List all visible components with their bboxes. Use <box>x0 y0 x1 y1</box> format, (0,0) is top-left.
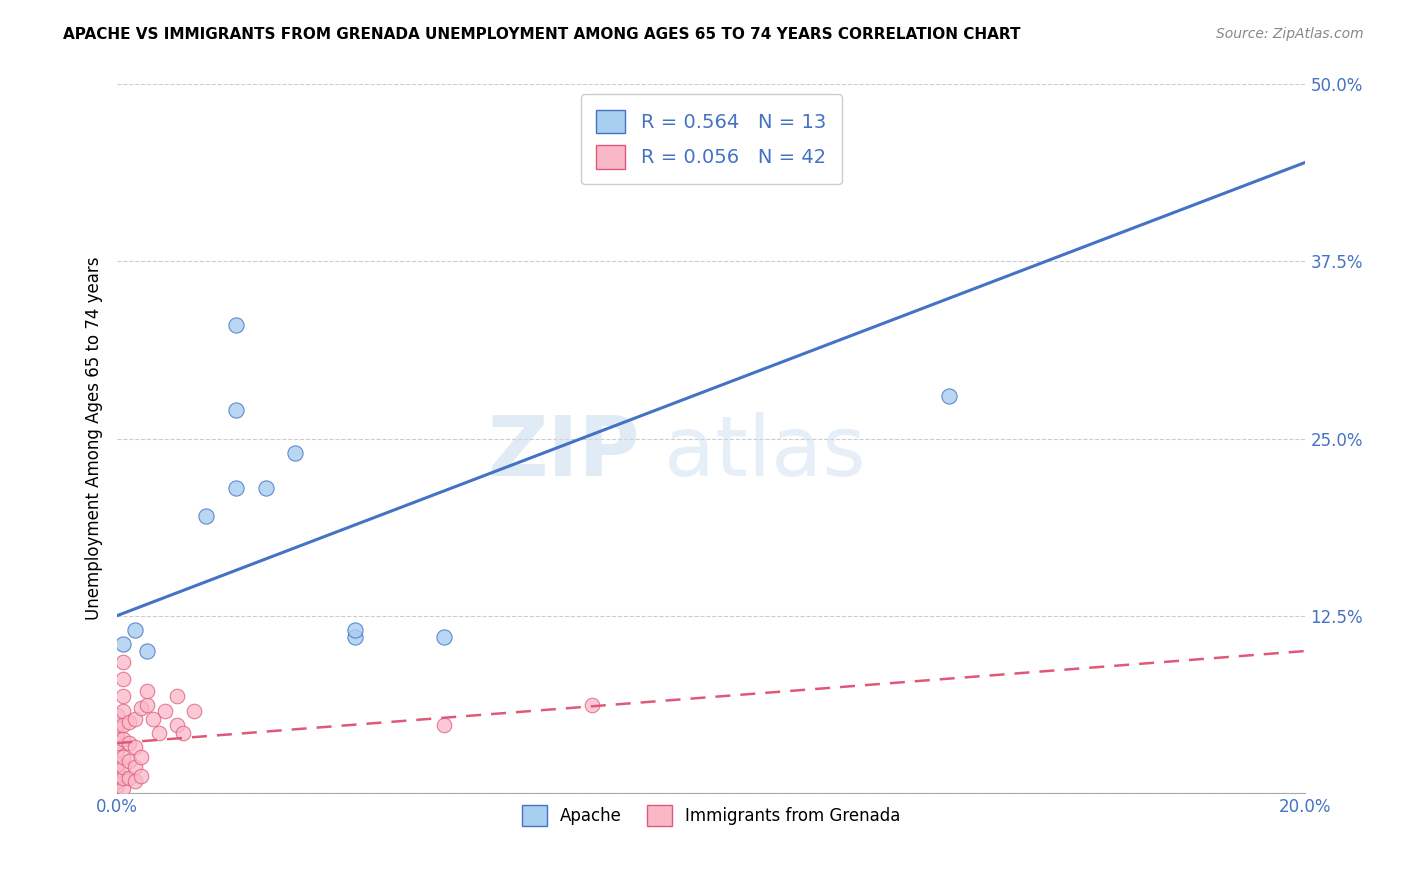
Point <box>105 779 128 793</box>
Point <box>433 717 456 731</box>
Point <box>129 700 152 714</box>
Point <box>118 755 141 769</box>
Point <box>195 509 218 524</box>
Point <box>166 690 188 704</box>
Point <box>254 481 277 495</box>
Point <box>225 481 247 495</box>
Point <box>105 763 128 777</box>
Point <box>105 743 128 757</box>
Point <box>105 757 128 772</box>
Point <box>112 656 135 670</box>
Point <box>225 403 247 417</box>
Point <box>105 726 128 740</box>
Point <box>112 731 135 746</box>
Point <box>343 630 366 644</box>
Point <box>581 698 603 712</box>
Point <box>112 673 135 687</box>
Point <box>124 760 146 774</box>
Point <box>118 736 141 750</box>
Point <box>112 760 135 774</box>
Y-axis label: Unemployment Among Ages 65 to 74 years: Unemployment Among Ages 65 to 74 years <box>86 257 103 620</box>
Point <box>172 726 194 740</box>
Text: atlas: atlas <box>664 412 866 493</box>
Point <box>284 446 307 460</box>
Point <box>105 769 128 783</box>
Text: Source: ZipAtlas.com: Source: ZipAtlas.com <box>1216 27 1364 41</box>
Point <box>112 717 135 731</box>
Point <box>343 623 366 637</box>
Point <box>938 389 960 403</box>
Point <box>112 781 135 796</box>
Point <box>112 704 135 718</box>
Point <box>112 750 135 764</box>
Legend: Apache, Immigrants from Grenada: Apache, Immigrants from Grenada <box>513 797 910 834</box>
Text: ZIP: ZIP <box>488 412 640 493</box>
Point <box>118 714 141 729</box>
Point <box>105 736 128 750</box>
Point <box>124 774 146 789</box>
Text: APACHE VS IMMIGRANTS FROM GRENADA UNEMPLOYMENT AMONG AGES 65 TO 74 YEARS CORRELA: APACHE VS IMMIGRANTS FROM GRENADA UNEMPL… <box>63 27 1021 42</box>
Point <box>135 683 157 698</box>
Point <box>135 644 157 658</box>
Point <box>105 774 128 789</box>
Point <box>153 704 176 718</box>
Point <box>105 707 128 722</box>
Point <box>124 623 146 637</box>
Point <box>112 690 135 704</box>
Point <box>112 637 135 651</box>
Point <box>183 704 205 718</box>
Point <box>225 318 247 333</box>
Point <box>142 712 165 726</box>
Point <box>135 698 157 712</box>
Point <box>433 630 456 644</box>
Point <box>129 769 152 783</box>
Point <box>129 750 152 764</box>
Point <box>112 772 135 786</box>
Point <box>148 726 170 740</box>
Point <box>166 717 188 731</box>
Point <box>124 712 146 726</box>
Point <box>105 717 128 731</box>
Point <box>118 772 141 786</box>
Point <box>124 740 146 755</box>
